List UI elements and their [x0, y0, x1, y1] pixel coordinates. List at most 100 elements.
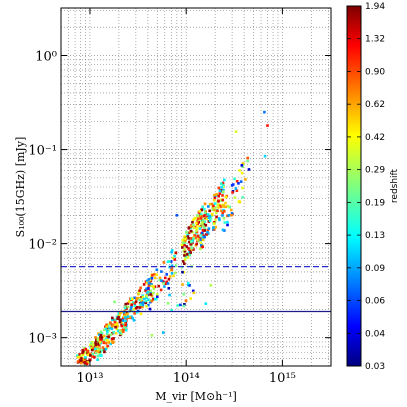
scatter-point [173, 258, 177, 261]
scatter-point [246, 159, 250, 163]
scatter-point [230, 184, 234, 187]
scatter-point [169, 260, 173, 263]
scatter-point [115, 327, 119, 331]
scatter-point [155, 295, 159, 299]
scatter-point [237, 182, 240, 185]
colorbar-ticks: 1.94 1.32 0.90 0.62 0.42 0.29 0.19 0.13 0.09 0.06… [347, 2, 385, 372]
scatter-point [167, 277, 171, 281]
scatter-point [212, 226, 215, 229]
scatter-point [207, 216, 211, 220]
scatter-point [241, 186, 244, 190]
scatter-point [138, 303, 142, 307]
scatter-point [231, 191, 234, 194]
scatter-point [206, 230, 209, 234]
scatter-point [110, 325, 114, 329]
scatter-point [203, 229, 206, 232]
colorbar-tick-label: 0.62 [365, 100, 385, 110]
scatter-point [117, 315, 120, 319]
scatter-point [219, 182, 223, 185]
scatter-point [220, 185, 223, 189]
scatter-point [80, 354, 83, 357]
scatter-point [207, 227, 211, 230]
scatter-point [117, 312, 121, 315]
scatter-point [191, 230, 194, 234]
scatter-point [195, 221, 198, 225]
scatter-point [133, 296, 136, 300]
scatter-point [188, 240, 191, 244]
scatter-point [184, 255, 188, 259]
scatter-point [153, 297, 157, 301]
scatter-point [82, 350, 85, 353]
scatter-point [84, 356, 87, 359]
scatter-point [152, 285, 155, 288]
scatter-point [183, 239, 187, 243]
scatter-point [155, 273, 159, 277]
scatter-point [170, 264, 174, 268]
scatter-point [196, 224, 199, 227]
scatter-point [203, 214, 206, 218]
scatter-point [109, 333, 113, 336]
scatter-point [161, 280, 165, 283]
scatter-point [217, 186, 221, 190]
scatter-point [196, 219, 199, 223]
scatter-point [113, 300, 116, 304]
scatter-point [213, 222, 216, 225]
scatter-point [99, 333, 103, 337]
scatter-point [165, 273, 169, 276]
colorbar-tick-label: 1.94 [365, 2, 385, 12]
scatter-point [171, 256, 175, 260]
scatter-point [183, 241, 187, 244]
scatter-point [161, 331, 165, 334]
scatter-point [183, 249, 187, 253]
colorbar-tick-label: 0.90 [365, 67, 385, 77]
scatter-point [80, 357, 83, 360]
scatter-point [200, 244, 203, 247]
scatter-point [150, 284, 154, 288]
scatter-point [94, 351, 98, 354]
scatter-point [221, 194, 224, 197]
scatter-point [208, 214, 212, 218]
scatter-point [221, 214, 224, 217]
scatter-point [141, 301, 145, 304]
scatter-point [111, 318, 114, 322]
scatter-point [164, 282, 167, 286]
colorbar-tick-label: 0.06 [365, 297, 385, 307]
scatter-point [155, 268, 159, 272]
scatter-point [213, 208, 216, 212]
scatter-point [86, 361, 90, 364]
scatter-point [180, 243, 184, 246]
scatter-point [127, 300, 131, 303]
scatter-point [196, 238, 200, 241]
scatter-point [223, 221, 227, 224]
scatter-point [263, 110, 266, 114]
scatter-point [131, 301, 135, 304]
scatter-point [203, 202, 207, 206]
scatter-point [217, 194, 221, 198]
scatter-point [201, 218, 204, 222]
scatter-point [110, 337, 114, 341]
scatter-point [215, 215, 218, 219]
scatter-point [183, 302, 186, 306]
scatter-point [201, 221, 204, 224]
scatter-point [150, 277, 154, 280]
scatter-point [182, 304, 186, 308]
scatter-point [203, 211, 207, 215]
scatter-point [192, 237, 195, 240]
scatter-point [133, 304, 137, 308]
scatter-point [240, 171, 244, 175]
scatter-point [124, 328, 128, 332]
scatter-point [217, 217, 221, 220]
scatter-point [106, 330, 109, 333]
colorbar-tick-label: 1.32 [365, 35, 385, 45]
scatter-point [213, 193, 216, 197]
scatter-point [135, 311, 139, 314]
scatter-point [145, 294, 148, 298]
scatter-point [151, 298, 155, 301]
scatter-point [116, 317, 119, 320]
scatter-point [146, 290, 150, 294]
scatter-point [102, 334, 106, 338]
scatter-point [158, 276, 162, 280]
scatter-point [189, 229, 193, 233]
scatter-point [99, 335, 102, 339]
scatter-point [107, 341, 111, 344]
